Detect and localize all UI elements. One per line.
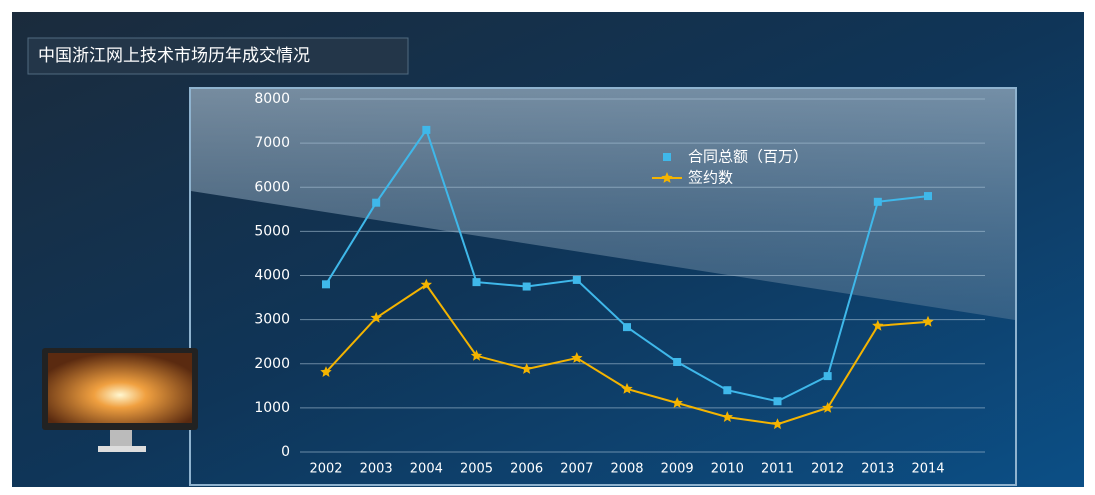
data-point [822,401,834,413]
data-point [571,352,583,363]
data-point [623,323,631,332]
plot-frame [189,87,1017,486]
x-tick-label: 2007 [560,462,593,477]
data-point [771,418,784,430]
y-tick-label: 4000 [254,268,290,284]
legend-swatch [661,172,673,183]
data-point [721,411,733,422]
data-point [472,278,481,287]
legend-swatch [663,153,671,161]
data-point [372,198,381,207]
x-tick-label: 2010 [711,462,744,477]
data-point [673,357,682,366]
data-point [924,192,932,201]
x-tick-label: 2013 [861,462,894,477]
monitor-icon [42,348,198,452]
data-point [521,363,533,374]
x-tick-label: 2014 [911,462,944,477]
y-tick-label: 0 [281,444,290,460]
data-point [922,315,934,327]
data-point [723,386,732,395]
data-point [572,275,581,284]
data-point [522,282,531,291]
data-point [872,319,884,331]
y-tick-label: 5000 [254,223,290,239]
x-tick-label: 2006 [510,462,543,477]
x-tick-label: 2012 [811,462,844,477]
legend-label: 签约数 [688,169,733,187]
data-point [671,397,683,408]
data-point [420,278,432,290]
y-tick-label: 6000 [254,179,290,195]
x-tick-label: 2005 [460,462,493,477]
y-tick-label: 1000 [254,400,290,416]
y-tick-label: 7000 [254,135,290,151]
x-tick-label: 2003 [360,462,393,477]
y-tick-label: 2000 [254,356,290,372]
x-tick-label: 2002 [309,462,342,477]
data-point [773,397,782,406]
x-tick-label: 2008 [610,462,643,477]
chart-title: 中国浙江网上技术市场历年成交情况 [38,46,310,66]
title-box [27,37,409,75]
glass-overlay [191,89,1015,320]
data-point [322,280,330,289]
data-point [370,311,382,323]
data-point [422,125,431,134]
data-point [873,197,882,206]
data-point [470,349,483,361]
legend-label: 合同总额（百万） [688,148,808,166]
y-tick-label: 3000 [254,312,290,328]
y-tick-label: 8000 [254,91,290,107]
data-point [621,382,633,394]
x-tick-label: 2004 [410,462,443,477]
data-point [823,372,832,381]
x-tick-label: 2009 [661,462,694,477]
x-tick-label: 2011 [761,462,794,477]
data-point [320,366,332,377]
